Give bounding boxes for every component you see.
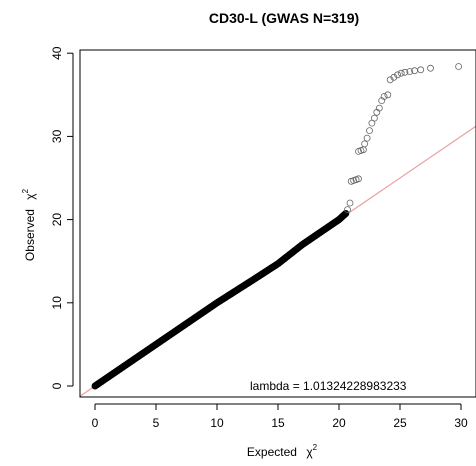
y-tick-label: 40 (50, 46, 64, 60)
data-point (370, 114, 378, 122)
y-axis: 0 10 20 30 40 (50, 46, 74, 389)
x-axis: 0 5 10 15 20 25 30 (92, 403, 468, 430)
data-points (91, 63, 463, 390)
data-point (355, 175, 362, 183)
data-point (380, 93, 388, 100)
data-point (378, 97, 386, 104)
y-tick-label: 20 (50, 213, 64, 227)
data-point (346, 199, 354, 207)
y-axis-label: Observed χ2 (21, 188, 37, 261)
data-point (417, 66, 425, 74)
data-point (390, 73, 398, 81)
y-tick-label: 10 (50, 296, 64, 310)
x-tick-label: 0 (92, 416, 99, 430)
data-point (427, 64, 434, 72)
data-point (386, 76, 394, 84)
data-point (344, 206, 351, 214)
x-tick-label: 15 (271, 416, 285, 430)
x-tick-label: 20 (332, 416, 346, 430)
data-point (394, 71, 402, 79)
data-point (406, 68, 414, 75)
lambda-annotation: lambda = 1.01324228983233 (250, 379, 407, 393)
data-point (384, 91, 392, 99)
data-point (340, 211, 348, 219)
y-tick-label: 30 (50, 129, 64, 143)
x-tick-label: 30 (454, 416, 468, 430)
data-point (340, 212, 347, 219)
y-tick-label: 0 (50, 382, 64, 389)
data-point (366, 127, 373, 135)
plot-area (80, 63, 476, 397)
data-point (342, 210, 350, 217)
x-tick-label: 25 (393, 416, 407, 430)
data-point (341, 211, 349, 218)
data-point (361, 140, 369, 148)
x-tick-label: 5 (153, 416, 160, 430)
data-point (341, 210, 349, 218)
data-point (455, 63, 463, 70)
data-point (397, 69, 405, 77)
data-point (401, 68, 409, 76)
x-tick-label: 10 (210, 416, 224, 430)
data-point (375, 104, 383, 112)
x-axis-label: Expected χ2 (247, 443, 318, 459)
data-point (363, 134, 371, 142)
plot-border (79, 49, 476, 398)
chart-title: CD30-L (GWAS N=319) (209, 10, 359, 26)
